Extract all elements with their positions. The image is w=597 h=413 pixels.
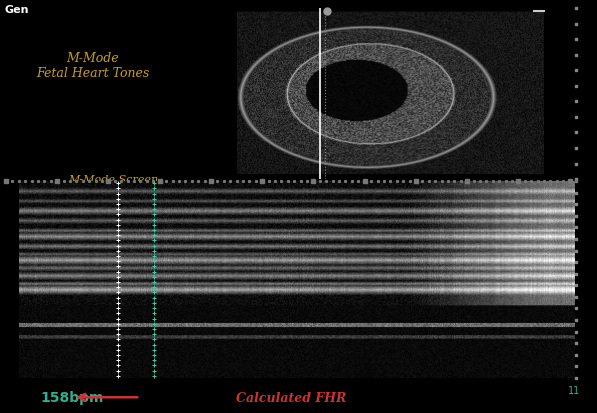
Text: M-Mode Cursor: M-Mode Cursor <box>447 47 536 57</box>
Text: 11: 11 <box>568 385 581 395</box>
Text: 11: 11 <box>367 183 380 193</box>
Text: Sine Wave Line: Sine Wave Line <box>337 239 424 249</box>
Text: Calculated FHR: Calculated FHR <box>236 391 346 404</box>
Text: Valley to Valley: Valley to Valley <box>83 222 168 232</box>
Text: Gen: Gen <box>5 5 29 15</box>
Text: M-Mode
Fetal Heart Tones: M-Mode Fetal Heart Tones <box>36 52 149 80</box>
Text: Fetal Heart: Fetal Heart <box>447 111 511 121</box>
Text: 158bpm: 158bpm <box>41 390 104 404</box>
Text: M-Mode Screen: M-Mode Screen <box>69 175 159 185</box>
